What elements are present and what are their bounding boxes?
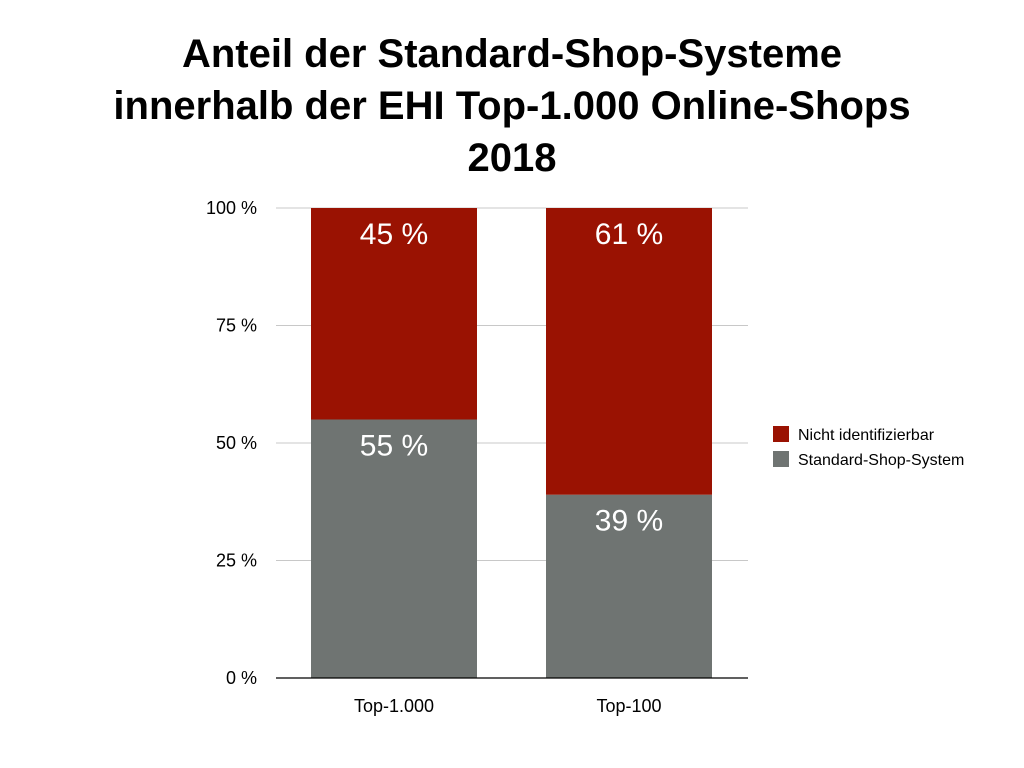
y-tick-label: 50 % (216, 433, 257, 453)
legend-swatch (773, 426, 789, 442)
legend-label: Nicht identifizierbar (798, 427, 935, 444)
chart-title-line: 2018 (467, 136, 557, 180)
bar-segment (546, 208, 712, 495)
data-label: 39 % (595, 505, 663, 538)
x-tick-label: Top-1.000 (354, 696, 434, 716)
bar-segment (311, 419, 477, 678)
y-tick-label: 75 % (216, 316, 257, 336)
chart-title: Anteil der Standard-Shop-Systeme innerha… (0, 28, 1024, 184)
legend: Nicht identifizierbar Standard-Shop-Syste… (773, 426, 964, 469)
legend-swatch (773, 451, 789, 467)
bar-segment (311, 208, 477, 420)
data-labels: 55 % 45 % 39 % 61 % (360, 218, 663, 538)
data-label: 55 % (360, 430, 428, 463)
data-label: 61 % (595, 218, 663, 251)
y-tick-label: 25 % (216, 551, 257, 571)
chart-title-line: Anteil der Standard-Shop-Systeme (181, 32, 843, 76)
x-tick-label: Top-100 (596, 696, 661, 716)
chart-title-line: innerhalb der EHI Top-1.000 Online-Shops (113, 84, 911, 128)
axes: 0 % 25 % 50 % 75 % 100 % Top-1.000 Top-100 (206, 198, 748, 716)
y-tick-label: 0 % (226, 668, 257, 688)
bars (311, 208, 712, 678)
y-tick-label: 100 % (206, 198, 257, 218)
legend-label: Standard-Shop-System (798, 452, 964, 469)
data-label: 45 % (360, 218, 428, 251)
bar-segment (546, 494, 712, 678)
